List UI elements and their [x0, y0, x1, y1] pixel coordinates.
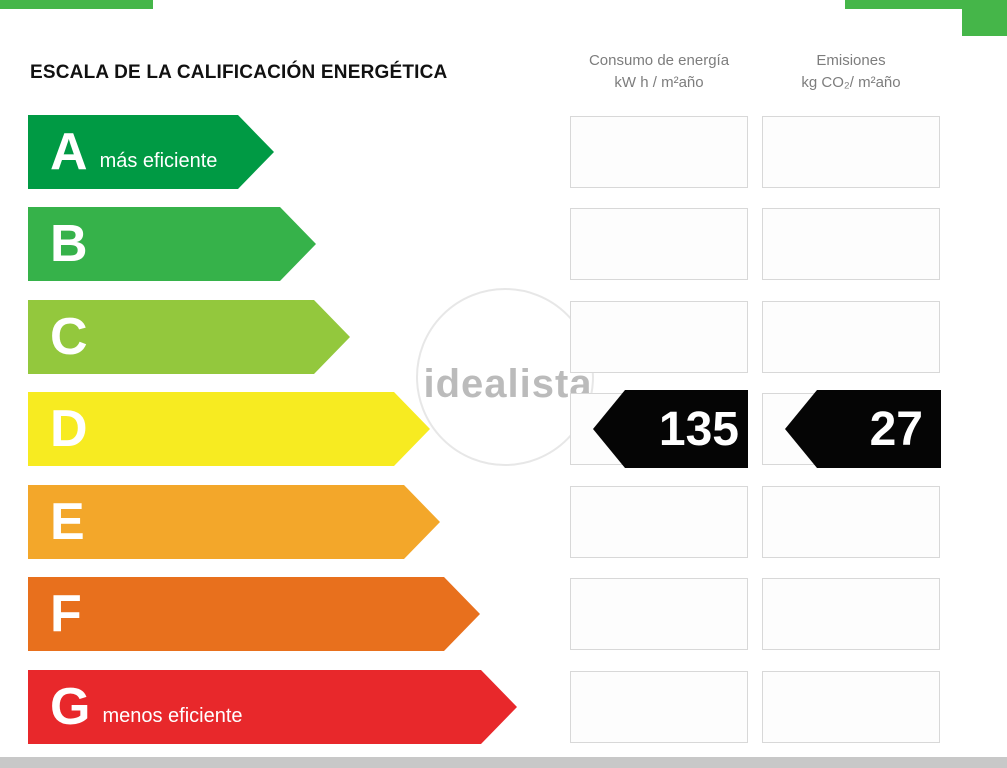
band-label: más eficiente	[99, 149, 218, 172]
gray-border-bottom	[0, 757, 1007, 768]
green-border-corner	[962, 0, 1007, 36]
band-bar-d: D	[28, 392, 430, 466]
band-bar-a: A más eficiente	[28, 115, 274, 189]
consumo-cell	[570, 671, 748, 743]
emisiones-cell	[762, 486, 940, 558]
green-border-top-left	[0, 0, 153, 9]
emisiones-cell	[762, 208, 940, 280]
column-header-consumo: Consumo de energía kW h / m²año	[570, 50, 748, 94]
band-row-a: A más eficiente	[0, 115, 1007, 189]
emisiones-value-badge: 27	[785, 390, 941, 468]
band-bar-e: E	[28, 485, 440, 559]
emisiones-cell	[762, 116, 940, 188]
emisiones-value: 27	[869, 402, 923, 456]
emisiones-cell	[762, 301, 940, 373]
band-row-c: C	[0, 300, 1007, 374]
consumo-cell	[570, 578, 748, 650]
band-bar-g: G menos eficiente	[28, 670, 517, 744]
emisiones-cell	[762, 578, 940, 650]
band-row-d: D 135 27	[0, 390, 1007, 468]
column-header-consumo-line2: kW h / m²año	[614, 74, 704, 91]
column-header-emisiones-line1: Emisiones	[816, 52, 886, 69]
emisiones-cell	[762, 671, 940, 743]
band-bar-c: C	[28, 300, 350, 374]
band-letter: G	[50, 678, 91, 736]
band-row-b: B	[0, 207, 1007, 281]
watermark-circle	[416, 288, 594, 466]
consumo-cell	[570, 301, 748, 373]
consumo-value: 135	[658, 402, 739, 456]
column-header-emisiones: Emisiones kg CO₂/ m²año	[762, 50, 940, 94]
watermark: idealista	[423, 362, 593, 406]
band-row-e: E	[0, 485, 1007, 559]
band-letter: A	[50, 123, 88, 181]
band-row-f: F	[0, 577, 1007, 651]
consumo-cell	[570, 486, 748, 558]
green-border-top-right	[845, 0, 1007, 9]
band-bar-b: B	[28, 207, 316, 281]
band-letter: B	[50, 215, 88, 273]
band-row-g: G menos eficiente	[0, 670, 1007, 744]
band-letter: E	[50, 493, 85, 551]
band-letter: D	[50, 400, 88, 458]
consumo-value-badge: 135	[593, 390, 748, 468]
band-bar-f: F	[28, 577, 480, 651]
column-header-emisiones-line2: kg CO₂/ m²año	[801, 74, 901, 91]
page-title: ESCALA DE LA CALIFICACIÓN ENERGÉTICA	[30, 62, 448, 83]
column-header-consumo-line1: Consumo de energía	[588, 52, 730, 69]
consumo-cell	[570, 208, 748, 280]
consumo-cell	[570, 116, 748, 188]
band-letter: C	[50, 308, 88, 366]
band-label: menos eficiente	[102, 704, 243, 727]
band-letter: F	[50, 585, 82, 643]
